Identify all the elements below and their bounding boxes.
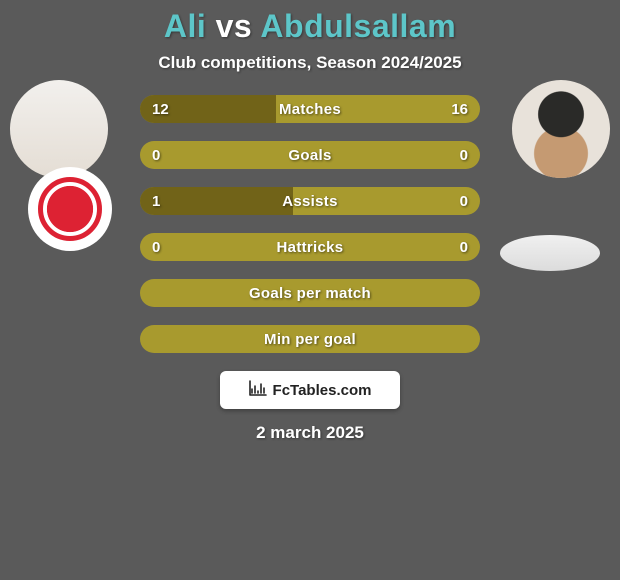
player1-club-badge bbox=[28, 167, 112, 251]
footer-date: 2 march 2025 bbox=[0, 423, 620, 443]
stat-row: 10Assists bbox=[140, 187, 480, 215]
stat-label: Hattricks bbox=[140, 233, 480, 261]
stat-row: 1216Matches bbox=[140, 95, 480, 123]
stat-label: Goals bbox=[140, 141, 480, 169]
comparison-panel: 1216Matches 00Goals 10Assists 00Hattricks Go… bbox=[0, 95, 620, 443]
page-title: Ali vs Abdulsallam bbox=[0, 0, 620, 45]
stat-bars: 1216Matches 00Goals 10Assists 00Hattricks Go… bbox=[140, 95, 480, 353]
stat-row: Min per goal bbox=[140, 325, 480, 353]
player1-avatar bbox=[10, 80, 108, 178]
chart-icon bbox=[249, 380, 267, 400]
title-player1: Ali bbox=[164, 8, 206, 44]
stat-label: Goals per match bbox=[140, 279, 480, 307]
stat-label: Assists bbox=[140, 187, 480, 215]
stat-label: Matches bbox=[140, 95, 480, 123]
stat-row: Goals per match bbox=[140, 279, 480, 307]
player2-avatar bbox=[512, 80, 610, 178]
brand-text: FcTables.com bbox=[273, 382, 372, 399]
title-vs: vs bbox=[216, 8, 253, 44]
stat-row: 00Goals bbox=[140, 141, 480, 169]
player2-club-badge bbox=[500, 235, 600, 271]
stat-label: Min per goal bbox=[140, 325, 480, 353]
stat-row: 00Hattricks bbox=[140, 233, 480, 261]
title-player2: Abdulsallam bbox=[260, 8, 456, 44]
subtitle: Club competitions, Season 2024/2025 bbox=[0, 53, 620, 73]
brand-logo: FcTables.com bbox=[220, 371, 400, 409]
